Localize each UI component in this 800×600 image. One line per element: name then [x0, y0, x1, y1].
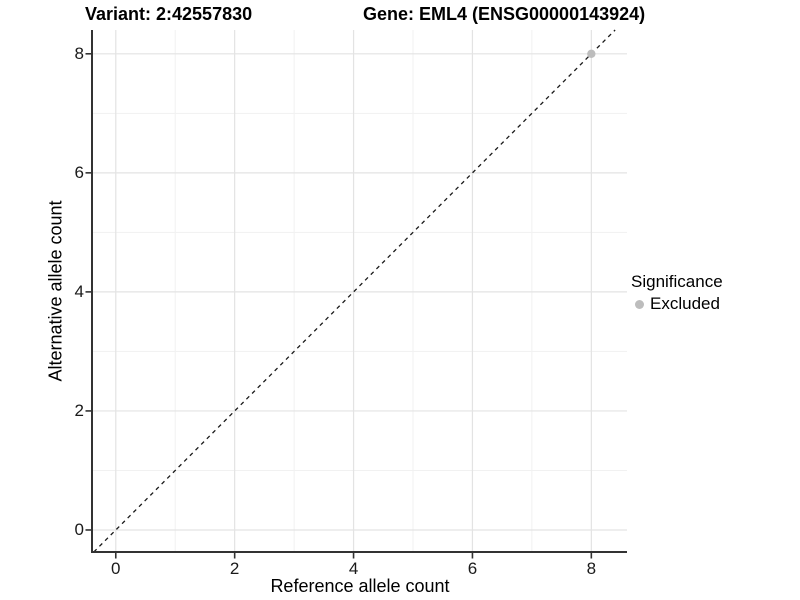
- y-tick-label: 4: [74, 281, 84, 301]
- y-tick-label: 6: [74, 162, 84, 182]
- legend-entries: Excluded: [631, 294, 723, 314]
- y-tick-label: 0: [74, 519, 84, 539]
- y-tick-label: 2: [74, 400, 84, 420]
- legend: Significance Excluded: [631, 272, 723, 314]
- y-tick-label: 8: [74, 43, 84, 63]
- x-axis-title: Reference allele count: [270, 576, 450, 596]
- legend-entry-label: Excluded: [650, 294, 720, 313]
- x-tick-label: 4: [348, 559, 359, 578]
- variant-title: Variant: 2:42557830: [85, 4, 253, 24]
- x-tick-label: 2: [229, 559, 240, 578]
- data-point-excluded: [587, 49, 596, 59]
- legend-title: Significance: [631, 272, 723, 291]
- x-tick-label: 0: [111, 559, 121, 578]
- gene-title: Gene: EML4 (ENSG00000143924): [363, 4, 646, 24]
- x-tick-label: 6: [467, 559, 478, 578]
- legend-entry: Excluded: [631, 294, 723, 314]
- x-tick-label: 8: [586, 559, 597, 578]
- y-axis-title: Alternative allele count: [45, 200, 66, 382]
- legend-point-icon: [635, 299, 644, 309]
- identity-reference-line: [93, 29, 616, 553]
